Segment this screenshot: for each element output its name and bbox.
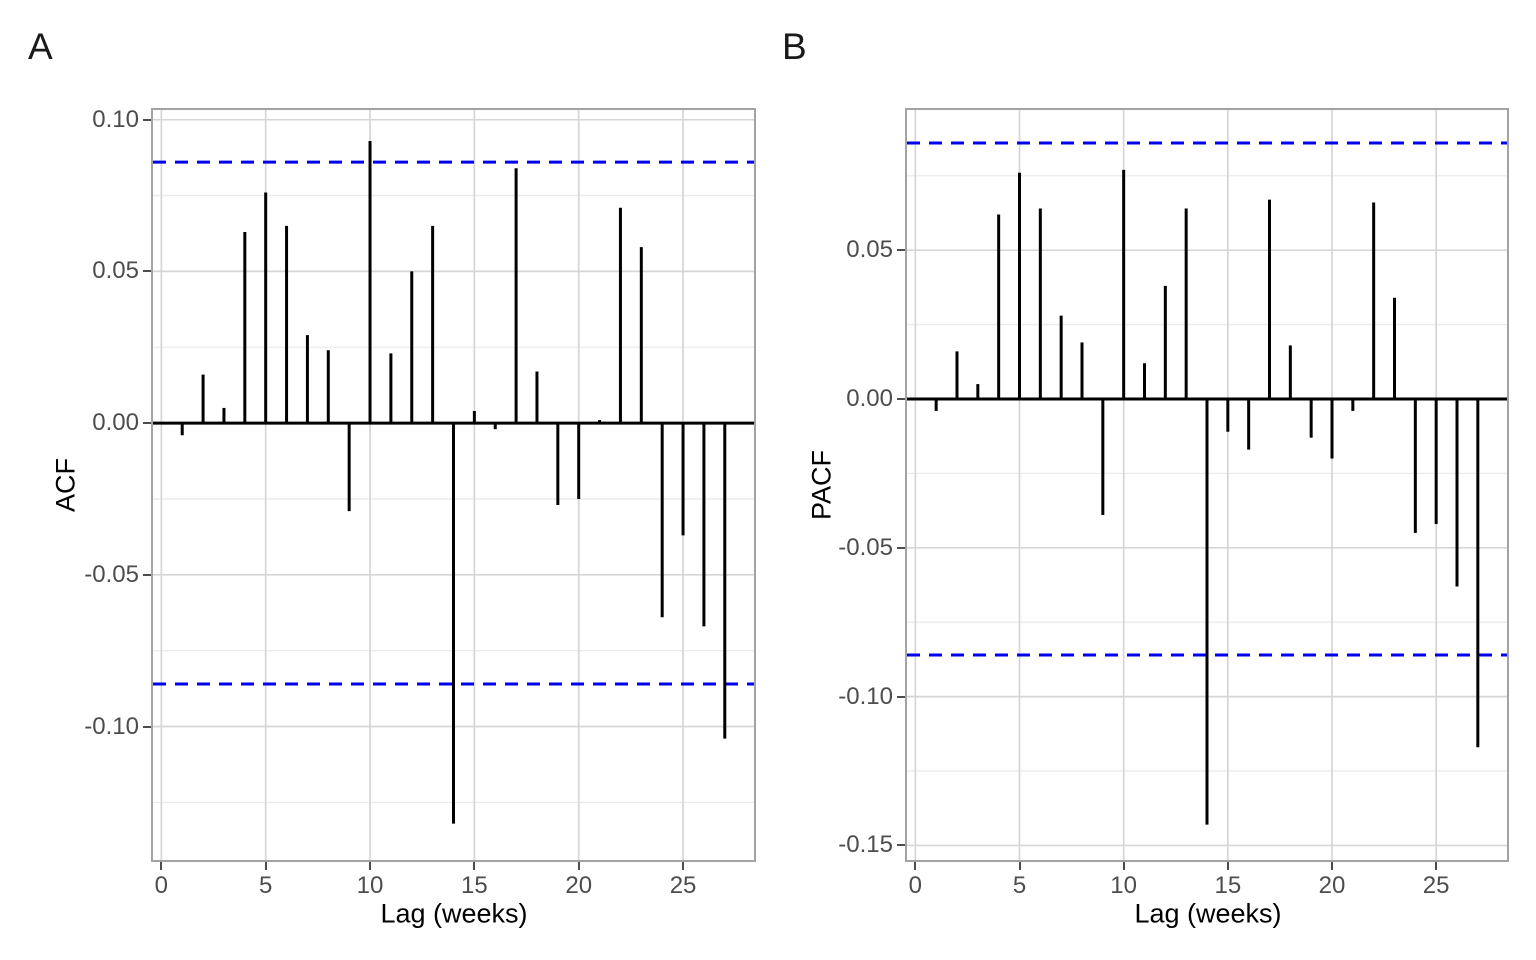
x-tick-mark: [1018, 862, 1021, 870]
x-tick-mark: [369, 862, 372, 870]
y-tick-mark: [897, 546, 905, 549]
y-tick-mark: [897, 249, 905, 252]
x-tick-label: 20: [565, 872, 593, 899]
y-tick-mark: [897, 695, 905, 698]
y-tick-label: 0.00: [846, 384, 893, 412]
y-axis-title-acf: ACF: [50, 458, 81, 512]
x-tick-mark: [1122, 862, 1125, 870]
y-tick-label: -0.10: [84, 712, 139, 740]
acf-plot-area: [151, 108, 756, 862]
x-axis-title-acf: Lag (weeks): [380, 898, 528, 929]
y-tick-label: 0.05: [92, 257, 139, 285]
y-tick-mark: [143, 725, 151, 728]
x-tick-label: 20: [1318, 872, 1346, 899]
y-tick-label: -0.05: [838, 533, 893, 561]
y-tick-label: 0.10: [92, 105, 139, 133]
x-tick-label: 25: [1422, 872, 1450, 899]
x-tick-mark: [577, 862, 580, 870]
pacf-chart-svg: [907, 110, 1507, 860]
x-tick-label: 5: [1012, 872, 1027, 899]
x-tick-mark: [1331, 862, 1333, 870]
y-tick-mark: [143, 118, 151, 121]
y-tick-mark: [897, 397, 905, 400]
y-tick-label: 0.05: [846, 236, 893, 264]
y-tick-mark: [897, 844, 905, 847]
x-tick-label: 15: [1214, 872, 1242, 899]
x-axis-title-pacf: Lag (weeks): [1134, 898, 1282, 929]
x-tick-mark: [473, 862, 476, 870]
x-tick-label: 0: [154, 872, 169, 899]
y-tick-label: -0.05: [84, 560, 139, 588]
x-tick-label: 10: [1110, 872, 1137, 899]
x-tick-label: 25: [669, 872, 697, 899]
x-tick-label: 15: [461, 872, 488, 899]
panel-tag-a: A: [28, 26, 53, 67]
y-tick-mark: [143, 270, 151, 273]
x-tick-mark: [1226, 862, 1229, 870]
panel-tag-b: B: [782, 26, 807, 67]
y-tick-label: 0.00: [92, 409, 139, 437]
y-axis-title-pacf: PACF: [806, 449, 837, 521]
x-tick-mark: [264, 862, 267, 870]
x-tick-label: 10: [356, 872, 384, 899]
pacf-plot-area: [905, 108, 1509, 862]
x-tick-mark: [160, 862, 163, 870]
x-tick-label: 0: [908, 872, 922, 899]
x-tick-mark: [1435, 862, 1438, 870]
y-tick-label: -0.15: [838, 831, 893, 859]
y-tick-mark: [143, 573, 151, 576]
y-tick-mark: [143, 422, 151, 425]
x-tick-mark: [682, 862, 685, 870]
x-tick-mark: [914, 862, 917, 870]
acf-chart-svg: [153, 110, 754, 860]
y-tick-label: -0.10: [838, 682, 893, 710]
x-tick-label: 5: [259, 872, 273, 899]
